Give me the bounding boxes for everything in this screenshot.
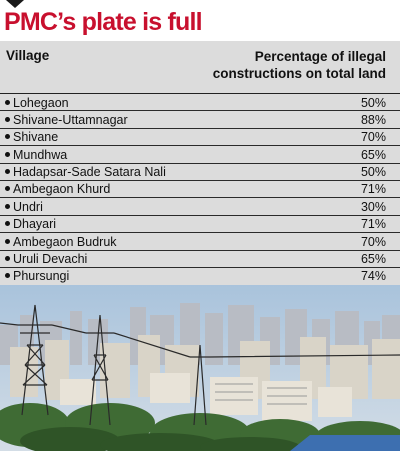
- table-header: Village Percentage of illegal constructi…: [0, 41, 400, 94]
- village-percentage: 70%: [360, 234, 386, 249]
- bullet-icon: [5, 273, 10, 279]
- illegal-construction-table: Village Percentage of illegal constructi…: [0, 41, 400, 285]
- village-name: Phursungi: [13, 269, 70, 284]
- table-row: Mundhwa 65%: [0, 146, 400, 164]
- village-percentage: 88%: [360, 112, 386, 127]
- bullet-icon: [5, 151, 10, 157]
- table-row: Uruli Devachi 65%: [0, 251, 400, 268]
- table-row: Dhayari 71%: [0, 216, 400, 234]
- bullet-icon: [5, 186, 10, 192]
- table-row: Hadapsar-Sade Satara Nali 50%: [0, 164, 400, 181]
- bullet-icon: [5, 169, 10, 175]
- village-percentage: 50%: [360, 95, 386, 110]
- village-name: Mundhwa: [13, 147, 68, 162]
- table-row: Lohegaon 50%: [0, 94, 400, 112]
- village-name: Ambegaon Budruk: [13, 234, 117, 249]
- village-name: Dhayari: [13, 217, 57, 232]
- table-row: Shivane 70%: [0, 129, 400, 147]
- village-percentage: 70%: [360, 130, 386, 145]
- bullet-icon: [5, 256, 10, 262]
- bullet-icon: [5, 238, 10, 244]
- village-name: Shivane-Uttamnagar: [13, 112, 128, 127]
- village-name: Hadapsar-Sade Satara Nali: [13, 165, 166, 180]
- bullet-icon: [5, 99, 10, 105]
- village-percentage: 30%: [360, 199, 386, 214]
- village-name: Uruli Devachi: [13, 252, 88, 267]
- bullet-icon: [5, 221, 10, 227]
- village-name: Undri: [13, 199, 43, 214]
- column-header-village: Village: [6, 48, 50, 63]
- village-percentage: 65%: [360, 147, 386, 162]
- header-notch-marker: [6, 0, 24, 8]
- village-percentage: 71%: [360, 217, 386, 232]
- headline: PMC’s plate is full: [4, 8, 203, 36]
- village-percentage: 50%: [360, 165, 386, 180]
- bullet-icon: [5, 203, 10, 209]
- city-skyline-photo: [0, 285, 400, 451]
- village-percentage: 71%: [360, 182, 386, 197]
- table-row: Phursungi 74%: [0, 268, 400, 284]
- bullet-icon: [5, 134, 10, 140]
- village-percentage: 74%: [360, 269, 386, 284]
- table-row: Undri 30%: [0, 198, 400, 216]
- village-name: Ambegaon Khurd: [13, 182, 111, 197]
- village-name: Shivane: [13, 130, 59, 145]
- table-row: Shivane-Uttamnagar 88%: [0, 111, 400, 129]
- bullet-icon: [5, 116, 10, 122]
- village-name: Lohegaon: [13, 95, 69, 110]
- column-header-percentage: Percentage of illegal constructions on t…: [212, 49, 386, 81]
- table-row: Ambegaon Budruk 70%: [0, 233, 400, 251]
- table-row: Ambegaon Khurd 71%: [0, 181, 400, 199]
- village-percentage: 65%: [360, 252, 386, 267]
